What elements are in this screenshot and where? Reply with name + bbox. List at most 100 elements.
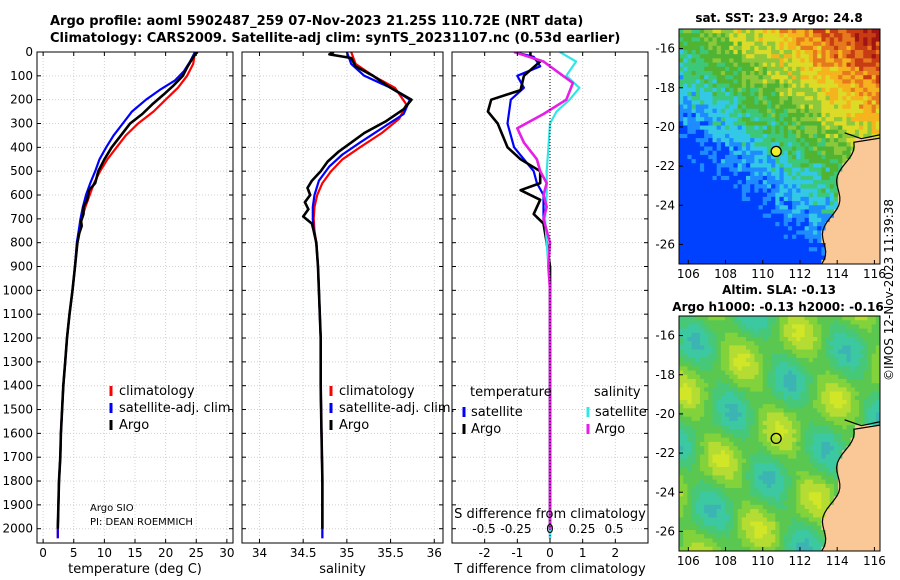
map-field [679,29,880,264]
map-y-tick-label: -26 [655,524,675,538]
y-tick-label: 600 [10,188,33,202]
x-axis-label: temperature (deg C) [68,562,202,577]
legend-title-temperature: temperature [470,385,552,400]
map-y-tick-label: -20 [655,407,675,421]
argo-position-marker [770,145,782,158]
y-tick-label: 1700 [2,450,33,464]
x-axis-label: T difference from climatology [453,562,646,577]
x-tick-label: -2 [479,546,491,560]
y-tick-label: 1100 [2,307,33,321]
series-line-satellite-adj-clim- [311,52,411,539]
y-tick-label: 200 [10,93,33,107]
argo-position-marker [770,432,782,445]
legend-label: Argo [119,418,149,433]
map-x-tick-label: 106 [677,267,700,281]
coastline [821,133,880,264]
credit-line-2: PI: DEAN ROEMMICH [90,517,193,528]
y-tick-label: 700 [10,212,33,226]
top-tick-label: -0.25 [500,522,531,536]
x-tick-label: -1 [511,546,523,560]
top-tick-label: 0 [546,522,554,536]
map-y-tick-label: -24 [655,198,675,212]
y-tick-label: 0 [25,45,33,59]
x-tick-label: 2 [612,546,620,560]
legend-label: satellite-adj. clim. [119,401,235,416]
coastline-north [844,132,880,140]
map-title-sla: Altim. SLA: -0.13 [722,283,836,297]
x-tick-label: 0 [546,546,554,560]
series-line-salinity-argo [513,52,575,529]
y-tick-label: 1200 [2,331,33,345]
x-tick-label: 30 [219,546,234,560]
x-tick-label: 20 [158,546,173,560]
top-tick-label: -0.5 [472,522,495,536]
legend-label: satellite [595,405,647,420]
x-tick-label: 36 [427,546,442,560]
x-tick-label: 35 [339,546,354,560]
y-tick-label: 1600 [2,426,33,440]
top-tick-label: 0.25 [569,522,596,536]
difference-panel: -2 -1 0 1 2 T difference from climatology S di… [451,51,649,577]
map-y-tick-label: -24 [655,485,675,499]
map-x-tick-label: 108 [714,554,737,568]
y-tick-label: 100 [10,69,33,83]
y-tick-label: 800 [10,236,33,250]
map-title-sst: sat. SST: 23.9 Argo: 24.8 [695,11,862,25]
y-tick-label: 1000 [2,283,33,297]
map-x-tick-label: 116 [863,267,886,281]
x-axis-label: salinity [319,562,366,577]
map-subtitle-sla: Argo h1000: -0.13 h2000: -0.16 [672,300,883,314]
sla-map-panel: 106 108 110 112 114 116 -16 -18 -20 -22 -24 -26 Alti… [655,283,885,568]
legend-title-salinity: salinity [594,385,641,400]
y-tick-label: 500 [10,164,33,178]
x-tick-label: 5 [70,546,78,560]
map-x-tick-label: 108 [714,267,737,281]
legend-label: climatology [339,384,415,399]
legend-label: satellite-adj. clim. [339,401,455,416]
x-tick-label: 35.5 [377,546,404,560]
map-x-tick-label: 114 [826,554,849,568]
x-tick-label: 25 [189,546,204,560]
y-tick-label: 1300 [2,355,33,369]
map-x-tick-label: 110 [751,267,774,281]
x-tick-label: 34 [252,546,267,560]
legend-label: satellite [471,405,523,420]
y-tick-label: 400 [10,140,33,154]
map-y-tick-label: -26 [655,237,675,251]
map-frame [678,315,881,552]
y-tick-label: 1800 [2,474,33,488]
series-line-climatology [312,52,408,539]
series-line-temperature-satellite [506,52,552,539]
map-x-tick-label: 114 [826,267,849,281]
legend-label: Argo [339,418,369,433]
top-tick-label: 0.5 [604,522,623,536]
map-y-tick-label: -18 [655,81,675,95]
header-line-2: Climatology: CARS2009. Satellite-adj cli… [50,31,621,46]
temperature-panel: 0 5 10 15 20 25 300100200300400500600700800900… [2,45,234,577]
y-tick-label: 300 [10,117,33,131]
x-tick-label: 15 [127,546,142,560]
series-line-argo [301,52,413,529]
legend-label: Argo [471,422,501,437]
y-tick-label: 1400 [2,379,33,393]
map-x-tick-label: 116 [863,554,886,568]
y-tick-label: 1500 [2,403,33,417]
plot-frame [241,51,444,544]
map-y-tick-label: -22 [655,159,675,173]
y-tick-label: 2000 [2,522,33,536]
map-frame [678,28,881,265]
legend-label: Argo [595,422,625,437]
y-tick-label: 900 [10,260,33,274]
map-y-tick-label: -22 [655,446,675,460]
series-line-satellite-adj-clim- [56,52,196,539]
x-tick-label: 34.5 [290,546,317,560]
map-y-tick-label: -16 [655,329,675,343]
legend-label: climatology [119,384,195,399]
x-tick-label: 0 [39,546,47,560]
x-tick-label: 10 [97,546,112,560]
series-line-climatology [56,52,197,539]
map-y-tick-label: -16 [655,42,675,56]
salinity-panel: 34 34.5 35 35.5 36 salinity climatology satelli… [241,51,455,577]
credit-line-1: Argo SIO [90,503,134,514]
